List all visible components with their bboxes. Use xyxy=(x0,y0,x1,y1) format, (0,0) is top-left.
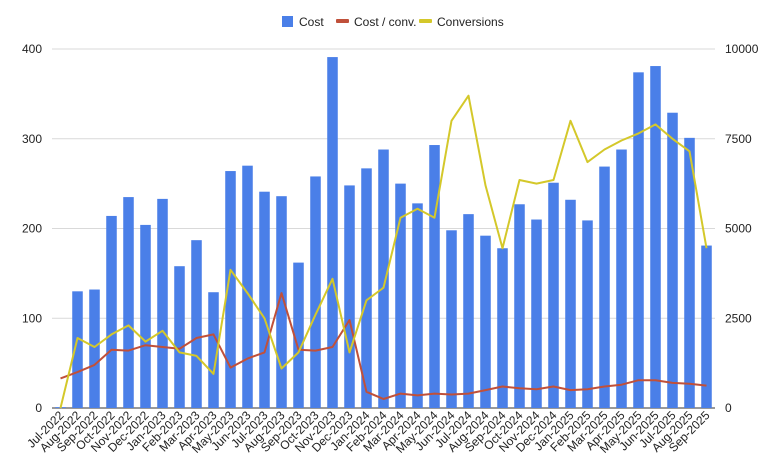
bar xyxy=(89,289,100,408)
bar xyxy=(446,230,457,408)
legend-swatch-cost-conv xyxy=(336,19,349,23)
bar xyxy=(106,215,117,408)
bar xyxy=(395,183,406,408)
bar xyxy=(72,291,83,408)
bar xyxy=(684,137,695,409)
y-right-tick-label: 10000 xyxy=(725,42,759,56)
bar xyxy=(497,248,508,408)
bar xyxy=(650,66,661,409)
bar xyxy=(310,176,321,408)
bar xyxy=(293,262,304,408)
legend-label-conversions: Conversions xyxy=(437,15,504,29)
legend-swatch-conversions xyxy=(419,19,432,23)
legend-label-cost: Cost xyxy=(299,15,324,29)
bar xyxy=(667,112,678,408)
bar xyxy=(327,57,338,408)
bar xyxy=(276,196,287,408)
bar xyxy=(412,203,423,408)
bar xyxy=(514,204,525,408)
bar xyxy=(599,166,610,408)
y-right-tick-label: 2500 xyxy=(725,311,752,325)
series-line-conversions xyxy=(59,94,708,409)
bar xyxy=(140,224,151,408)
bar xyxy=(633,72,644,409)
legend-swatch-cost xyxy=(282,16,293,27)
bar xyxy=(208,292,219,408)
bar xyxy=(565,199,576,408)
y-left-tick-label: 200 xyxy=(22,222,42,236)
bar xyxy=(242,165,253,408)
y-right-tick-label: 0 xyxy=(725,401,732,415)
y-left-tick-label: 0 xyxy=(35,401,42,415)
series-line-cost-conv xyxy=(60,292,707,400)
bar xyxy=(582,220,593,408)
legend-label-cost-conv: Cost / conv. xyxy=(354,15,416,29)
bar xyxy=(429,145,440,408)
bar xyxy=(225,171,236,408)
y-left-tick-label: 300 xyxy=(22,132,42,146)
bar xyxy=(480,235,491,408)
bar xyxy=(191,240,202,408)
bar xyxy=(531,219,542,408)
bar xyxy=(378,149,389,408)
bar xyxy=(174,266,185,408)
y-right-tick-label: 7500 xyxy=(725,132,752,146)
bar xyxy=(616,149,627,408)
bar xyxy=(123,197,134,408)
bar xyxy=(548,182,559,408)
bar xyxy=(361,168,372,408)
y-left-tick-label: 100 xyxy=(22,311,42,325)
bar xyxy=(157,198,168,408)
bar xyxy=(463,214,474,408)
y-left-tick-label: 400 xyxy=(22,42,42,56)
bar xyxy=(259,191,270,408)
bar xyxy=(701,245,712,408)
bar xyxy=(344,185,355,408)
y-right-tick-label: 5000 xyxy=(725,222,752,236)
